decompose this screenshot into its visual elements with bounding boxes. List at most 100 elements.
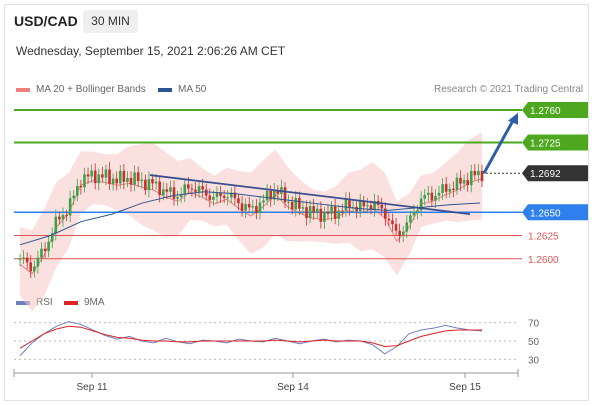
candle-body — [326, 211, 330, 214]
candle-body — [337, 210, 341, 219]
candle-body — [147, 179, 151, 191]
timeframe-badge[interactable]: 30 MIN — [83, 10, 138, 33]
candle-body — [437, 192, 441, 196]
candle-body — [412, 211, 416, 216]
candle-body — [226, 197, 230, 199]
candle-body — [244, 203, 247, 211]
level-label-pivot: 1.2650 — [530, 208, 561, 219]
level-tag-resistance_2 — [522, 101, 588, 118]
candle-body — [330, 206, 333, 214]
candle-body — [151, 179, 154, 184]
x-tick-label: Sep 11 — [77, 382, 108, 393]
chart-frame — [4, 4, 589, 401]
candle-body — [65, 215, 68, 217]
candle-body — [208, 195, 212, 200]
candle-body — [22, 257, 25, 259]
candle-body — [312, 206, 315, 213]
candle-body — [58, 216, 61, 220]
candle-body — [373, 200, 376, 210]
candle-body — [466, 180, 469, 186]
rsi-axis-label-50: 50 — [528, 337, 540, 348]
candle-body — [194, 189, 197, 192]
candle-body — [401, 231, 405, 236]
candle-body — [283, 187, 287, 203]
candle-body — [172, 187, 176, 199]
candle-body — [204, 189, 208, 196]
candle-body — [298, 197, 301, 209]
candle-body — [240, 203, 244, 211]
candle-body — [33, 266, 36, 272]
candles — [18, 162, 484, 279]
x-tick-label: Sep 14 — [277, 382, 309, 393]
candle-body — [126, 177, 129, 182]
candle-body — [419, 198, 423, 211]
candle-body — [469, 170, 473, 186]
candle-body — [201, 186, 204, 190]
ma50-line — [19, 191, 481, 246]
candle-body — [111, 178, 115, 184]
candle-body — [434, 195, 437, 201]
rsi-axis-label-30: 30 — [528, 355, 540, 366]
candle-body — [423, 195, 426, 199]
legend-ma50: MA 50 — [158, 84, 206, 95]
candle-body — [290, 201, 294, 210]
candle-body — [101, 174, 104, 178]
candle-body — [76, 186, 79, 196]
projection-arrowhead — [508, 112, 518, 125]
level-label-resistance_1: 1.2725 — [530, 139, 561, 150]
candle-body — [319, 208, 323, 222]
candle-body — [459, 177, 462, 184]
chart-datetime: Wednesday, September 15, 2021 2:06:26 AM… — [16, 44, 286, 58]
candle-body — [341, 210, 344, 212]
level-tag-resistance_1 — [522, 134, 588, 151]
rsi-line — [19, 321, 483, 357]
candle-body — [355, 206, 358, 212]
candle-body — [25, 257, 29, 263]
candle-body — [72, 195, 76, 199]
ma20-swatch — [16, 87, 30, 92]
candle-body — [426, 192, 430, 196]
candle-body — [262, 200, 265, 203]
candle-body — [480, 170, 484, 182]
candle-body — [247, 203, 251, 208]
candle-body — [294, 197, 298, 210]
candle-body — [301, 207, 305, 209]
candle-body — [265, 190, 269, 201]
candle-body — [222, 195, 226, 198]
candle-body — [169, 187, 172, 192]
candle-body — [358, 201, 362, 212]
legend-ma20: MA 20 + Bollinger Bands — [16, 84, 146, 95]
candle-body — [29, 262, 33, 272]
candle-body — [387, 218, 391, 221]
candle-body — [136, 172, 140, 182]
candle-body — [398, 230, 401, 236]
candle-body — [448, 188, 452, 192]
legend-ma9: 9MA — [64, 297, 105, 308]
candle-body — [18, 258, 22, 260]
candle-body — [97, 174, 101, 184]
candle-body — [384, 208, 387, 219]
candle-body — [183, 184, 187, 195]
candle-body — [380, 204, 384, 209]
candle-body — [344, 198, 348, 211]
candle-body — [237, 198, 240, 204]
candle-body — [197, 186, 201, 192]
candle-body — [215, 192, 219, 197]
candle-body — [455, 177, 459, 190]
candle-body — [477, 170, 480, 176]
legend-rsi-label: RSI — [36, 297, 53, 308]
ma50-swatch — [158, 87, 172, 92]
candle-body — [430, 192, 434, 201]
candle-body — [409, 215, 412, 223]
candle-body — [230, 192, 233, 198]
trendline — [149, 174, 471, 216]
candle-body — [287, 201, 290, 203]
candle-body — [369, 205, 373, 210]
candle-body — [36, 257, 40, 267]
candle-body — [40, 248, 43, 258]
candle-body — [323, 211, 326, 222]
candle-body — [452, 188, 455, 190]
candle-body — [462, 180, 466, 184]
candle-body — [473, 170, 477, 176]
